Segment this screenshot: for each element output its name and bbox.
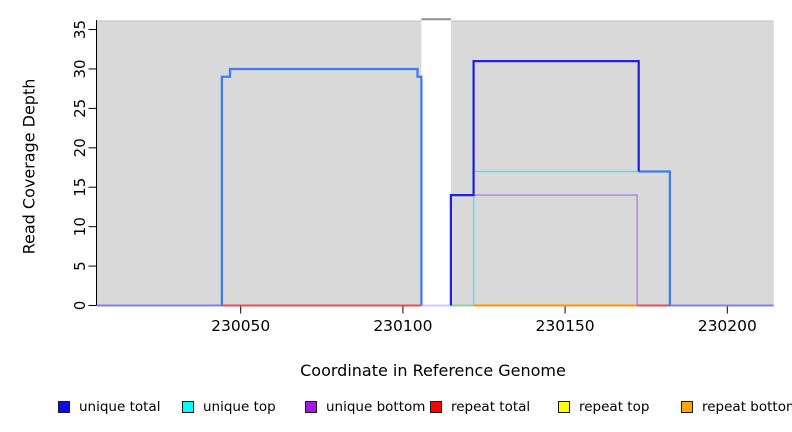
plot-background-region: [450, 21, 774, 306]
legend-swatch-icon: [182, 401, 194, 413]
legend-item: unique total: [58, 399, 160, 415]
legend-item-label: unique bottom: [326, 399, 426, 415]
x-axis-title: Coordinate in Reference Genome: [300, 361, 566, 380]
series-line-unique-total: [449, 59, 640, 306]
series-line-total-coverage-right-tail: [638, 170, 672, 306]
legend-swatch-icon: [681, 401, 693, 413]
y-axis-tick-label: 30: [71, 59, 89, 78]
x-axis-tick-label: 230050: [211, 317, 270, 335]
y-axis-tick-label: 20: [71, 138, 89, 157]
y-axis-title: Read Coverage Depth: [19, 78, 39, 255]
y-axis-tick-label: 10: [71, 217, 89, 236]
legend-item: unique bottom: [305, 399, 425, 415]
x-axis-tick-label: 230150: [536, 317, 595, 335]
legend-swatch-icon: [430, 401, 442, 413]
legend-item-label: repeat top: [579, 399, 650, 415]
legend-item: repeat top: [558, 399, 649, 415]
legend-item-label: repeat bottom: [702, 399, 792, 415]
y-axis-tick-label: 35: [71, 20, 89, 39]
legend-item: repeat bottom: [681, 399, 792, 415]
y-axis-tick-label: 5: [71, 261, 89, 271]
y-axis-tick-label: 25: [71, 99, 89, 118]
legend-item-label: unique total: [79, 399, 161, 415]
legend-swatch-icon: [305, 401, 317, 413]
y-axis-tick-label: 0: [71, 301, 89, 311]
legend-item-label: repeat total: [451, 399, 531, 415]
series-line-total-coverage-left-block: [220, 67, 423, 306]
y-axis-tick-label: 15: [71, 178, 89, 197]
x-axis-tick-label: 230100: [373, 317, 432, 335]
legend-swatch-icon: [58, 401, 70, 413]
plot-background-region: [96, 21, 422, 306]
x-axis-tick-label: 230200: [698, 317, 757, 335]
chart-legend: unique total unique top unique bottom repea…: [0, 399, 792, 421]
legend-item: unique top: [182, 399, 276, 415]
legend-item: repeat total: [430, 399, 530, 415]
legend-item-label: unique top: [203, 399, 276, 415]
legend-swatch-icon: [558, 401, 570, 413]
